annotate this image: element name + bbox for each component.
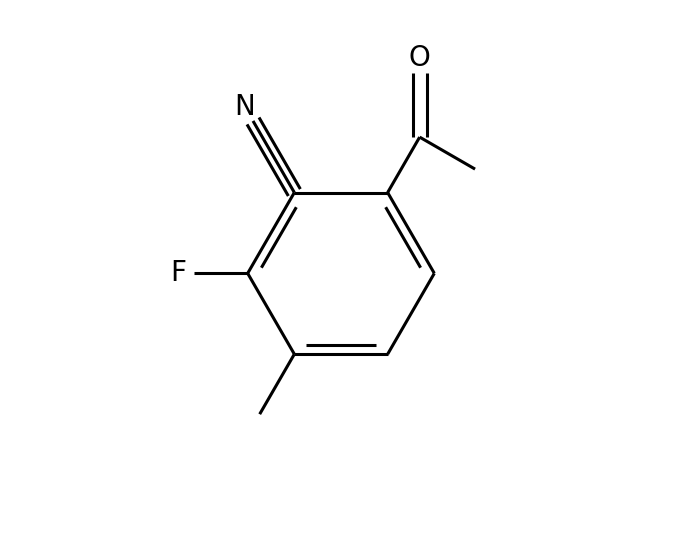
Text: N: N <box>235 93 255 121</box>
Text: F: F <box>170 259 186 287</box>
Text: O: O <box>409 44 430 72</box>
